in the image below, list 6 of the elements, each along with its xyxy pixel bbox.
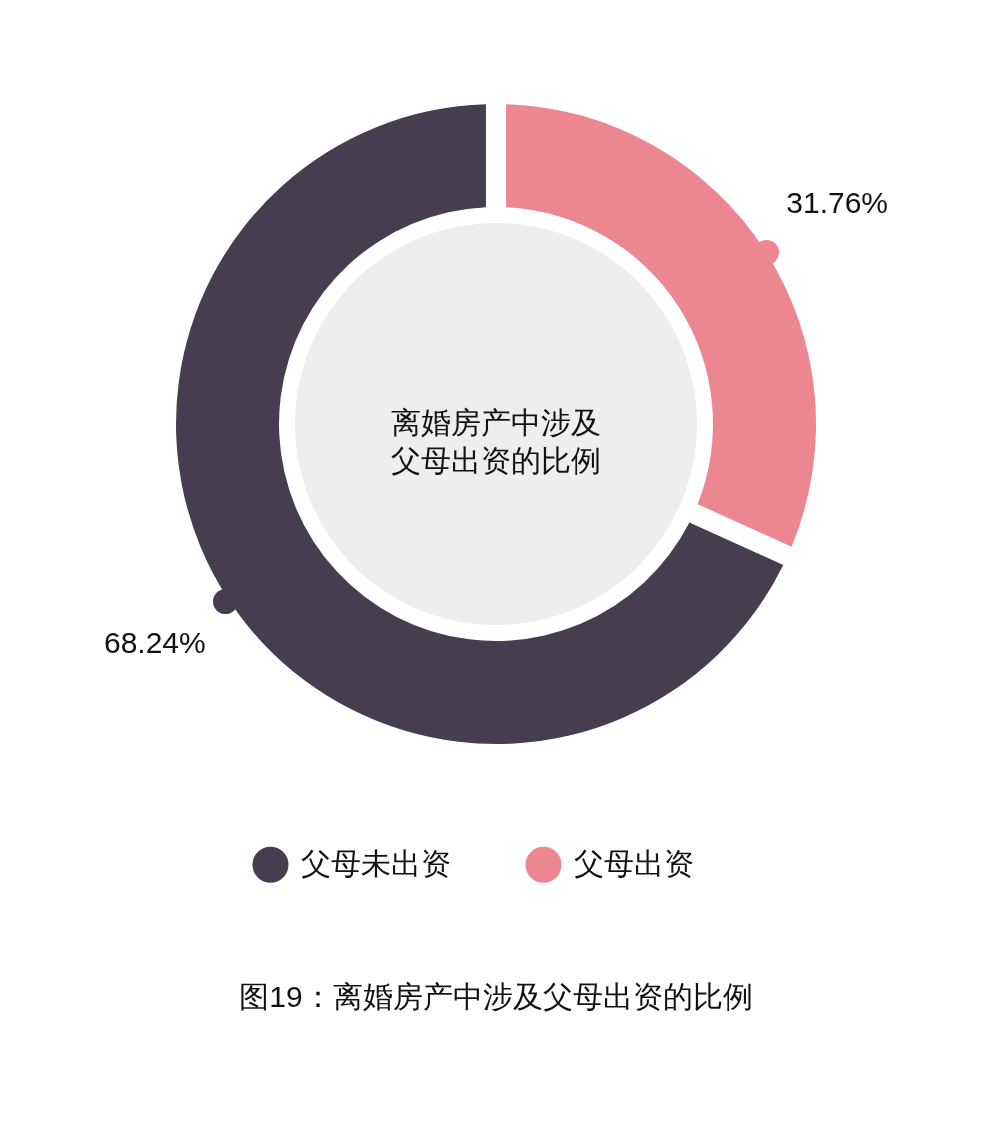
data-label: 68.24% (103, 626, 206, 660)
legend-label: 父母出资 (574, 846, 694, 880)
caption: 图19：离婚房产中涉及父母出资的比例 (239, 980, 753, 1013)
legend-label: 父母未出资 (301, 846, 451, 880)
data-label: 31.76% (786, 185, 889, 219)
text: 离婚房产中涉及父母出资的比例 (391, 406, 601, 477)
